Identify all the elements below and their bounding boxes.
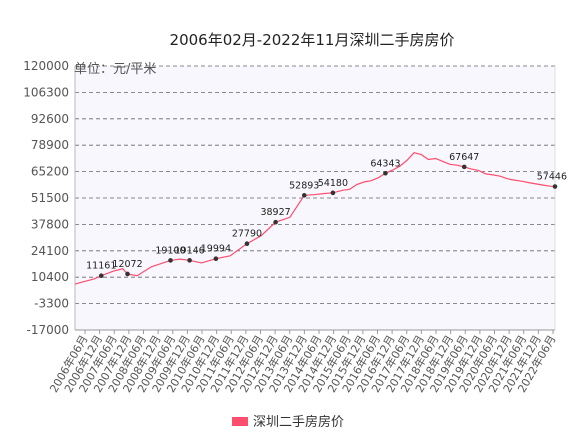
data-point-marker (98, 273, 104, 279)
y-tick-label: 51500 (31, 191, 69, 205)
x-axis-ticks: 2006年06月2006年12月2007年06月2007年12月2008年06月… (46, 330, 559, 395)
series-line (74, 152, 556, 285)
data-label: 19146 (175, 245, 205, 256)
data-label: 27790 (232, 229, 262, 240)
data-label: 64343 (370, 158, 400, 169)
data-label: 54180 (318, 178, 348, 189)
data-point-marker (187, 258, 192, 263)
data-point-marker (301, 193, 307, 198)
data-label: 11161 (86, 261, 116, 272)
series-layer (74, 152, 556, 285)
y-tick-label: 65200 (31, 165, 69, 179)
y-tick-label: 92600 (31, 112, 69, 126)
data-point-marker (461, 164, 467, 170)
legend-label: 深圳二手房房价 (253, 414, 344, 430)
data-label: 52893 (289, 180, 319, 191)
unit-label: 单位：元/平米 (74, 62, 156, 77)
legend[interactable]: 深圳二手房房价 (232, 414, 344, 430)
y-tick-label: 78900 (31, 138, 69, 152)
data-label: 12072 (112, 259, 142, 270)
data-label: 19100 (155, 245, 185, 256)
watermark-logo-icon (503, 412, 519, 428)
y-axis-ticks: 120000 106300 92600 78900 65200 51500 37800 241… (23, 59, 69, 337)
data-label: 67647 (449, 152, 479, 163)
watermark-text: 楼市富吉 (521, 413, 573, 429)
data-point-marker (213, 256, 219, 262)
y-tick-label: 106300 (23, 85, 69, 99)
data-point-marker (383, 170, 388, 176)
data-point-marker (273, 219, 278, 225)
y-tick-label: 120000 (23, 59, 69, 73)
y-tick-label: -3300 (34, 297, 69, 311)
y-tick-label: 37800 (31, 217, 69, 231)
data-label: 57446 (537, 172, 567, 183)
data-point-marker (168, 258, 173, 263)
grid-lines (75, 65, 555, 305)
y-tick-label: 10400 (31, 270, 69, 284)
legend-swatch (232, 417, 248, 426)
data-label: 19994 (201, 244, 231, 255)
data-label: 38927 (260, 207, 290, 218)
watermark: 楼市富吉 (503, 412, 573, 429)
y-tick-label: -17000 (26, 323, 69, 337)
data-point-marker (552, 184, 558, 189)
data-point-marker (125, 271, 130, 277)
data-point-marker (244, 241, 250, 246)
y-tick-label: 24100 (31, 244, 69, 258)
data-point-marker (330, 190, 336, 196)
chart-title: 2006年02月-2022年11月深圳二手房房价 (170, 31, 455, 49)
